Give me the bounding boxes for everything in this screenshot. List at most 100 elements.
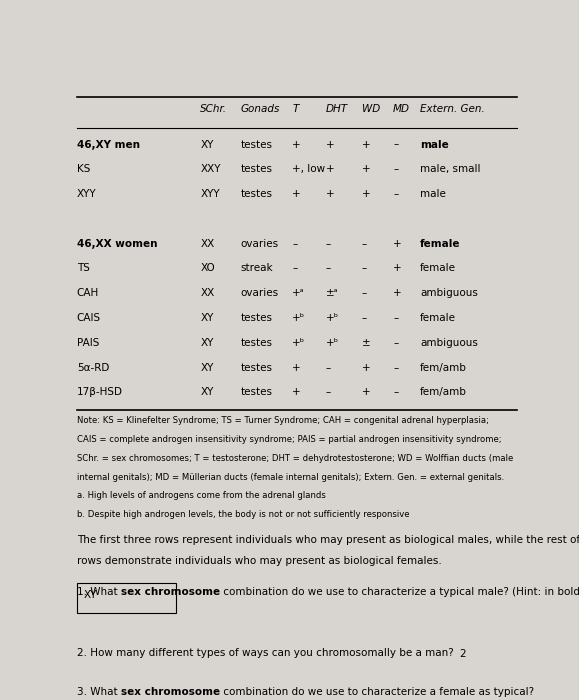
Text: –: –: [362, 239, 367, 248]
Text: 5α-RD: 5α-RD: [77, 363, 109, 372]
Text: testes: testes: [241, 164, 273, 174]
Text: ±: ±: [362, 338, 371, 348]
Text: –: –: [326, 388, 331, 398]
Text: +: +: [393, 288, 402, 298]
Text: +: +: [326, 139, 335, 150]
Text: testes: testes: [241, 338, 273, 348]
Text: +ᵇ: +ᵇ: [326, 338, 339, 348]
Text: +: +: [326, 189, 335, 199]
Text: CAIS: CAIS: [77, 313, 101, 323]
Text: –: –: [393, 139, 398, 150]
Text: The first three rows represent individuals who may present as biological males, : The first three rows represent individua…: [77, 535, 579, 545]
Text: +: +: [362, 388, 371, 398]
Text: a. High levels of androgens come from the adrenal glands: a. High levels of androgens come from th…: [77, 491, 326, 500]
FancyBboxPatch shape: [456, 643, 579, 669]
Text: XX: XX: [200, 288, 214, 298]
Text: –: –: [326, 263, 331, 274]
Text: KS: KS: [77, 164, 90, 174]
Text: ovaries: ovaries: [241, 288, 278, 298]
Text: SChr.: SChr.: [200, 104, 228, 115]
Text: female: female: [420, 313, 456, 323]
Text: 46,XX women: 46,XX women: [77, 239, 157, 248]
Text: 1. What: 1. What: [77, 587, 121, 597]
Text: –: –: [326, 239, 331, 248]
Text: +ᵇ: +ᵇ: [292, 313, 305, 323]
Text: ambiguous: ambiguous: [420, 288, 478, 298]
Text: combination do we use to characterize a typical male? (Hint: in bold): combination do we use to characterize a …: [220, 587, 579, 597]
Text: Note: KS = Klinefelter Syndrome; TS = Turner Syndrome; CAH = congenital adrenal : Note: KS = Klinefelter Syndrome; TS = Tu…: [77, 416, 489, 425]
Text: 46,XY men: 46,XY men: [77, 139, 140, 150]
Text: +: +: [292, 388, 301, 398]
Text: sex chromosome: sex chromosome: [121, 587, 220, 597]
FancyBboxPatch shape: [77, 682, 175, 700]
Text: ambiguous: ambiguous: [420, 338, 478, 348]
Text: DHT: DHT: [326, 104, 348, 115]
Text: ovaries: ovaries: [241, 239, 278, 248]
Text: +: +: [362, 363, 371, 372]
Text: –: –: [362, 263, 367, 274]
Text: 2: 2: [459, 649, 466, 659]
Text: fem/amb: fem/amb: [420, 388, 467, 398]
Text: XYY: XYY: [200, 189, 220, 199]
Text: testes: testes: [241, 139, 273, 150]
Text: –: –: [362, 313, 367, 323]
Text: female: female: [420, 263, 456, 274]
Text: –: –: [393, 388, 398, 398]
Text: +: +: [292, 363, 301, 372]
Text: XY: XY: [200, 363, 214, 372]
Text: XY: XY: [200, 388, 214, 398]
Text: Gonads: Gonads: [241, 104, 280, 115]
Text: +ᵃ: +ᵃ: [292, 288, 305, 298]
Text: CAIS = complete androgen insensitivity syndrome; PAIS = partial androgen insensi: CAIS = complete androgen insensitivity s…: [77, 435, 501, 444]
Text: sex chromosome: sex chromosome: [121, 687, 220, 696]
Text: streak: streak: [241, 263, 273, 274]
Text: +: +: [326, 164, 335, 174]
Text: rows demonstrate individuals who may present as biological females.: rows demonstrate individuals who may pre…: [77, 556, 442, 566]
Text: 17β-HSD: 17β-HSD: [77, 388, 123, 398]
Text: combination do we use to characterize a female as typical?: combination do we use to characterize a …: [220, 687, 534, 696]
Text: PAIS: PAIS: [77, 338, 99, 348]
Text: female: female: [420, 239, 461, 248]
Text: fem/amb: fem/amb: [420, 363, 467, 372]
Text: –: –: [393, 189, 398, 199]
Text: –: –: [393, 363, 398, 372]
Text: XY: XY: [83, 589, 97, 600]
Text: +, low: +, low: [292, 164, 325, 174]
Text: male, small: male, small: [420, 164, 481, 174]
Text: –: –: [292, 239, 298, 248]
Text: MD: MD: [393, 104, 410, 115]
Text: male: male: [420, 139, 449, 150]
Text: SChr. = sex chromosomes; T = testosterone; DHT = dehydrotestosterone; WD = Wolff: SChr. = sex chromosomes; T = testosteron…: [77, 454, 513, 463]
Text: TS: TS: [77, 263, 90, 274]
Text: testes: testes: [241, 313, 273, 323]
Text: testes: testes: [241, 388, 273, 398]
Text: CAH: CAH: [77, 288, 99, 298]
Text: +: +: [362, 164, 371, 174]
Text: –: –: [393, 313, 398, 323]
Text: WD: WD: [362, 104, 380, 115]
Text: –: –: [292, 263, 298, 274]
Text: XY: XY: [200, 139, 214, 150]
Text: male: male: [420, 189, 446, 199]
Text: –: –: [393, 338, 398, 348]
Text: XO: XO: [200, 263, 215, 274]
Text: +: +: [292, 189, 301, 199]
Text: +: +: [292, 139, 301, 150]
Text: 3. What: 3. What: [77, 687, 121, 696]
Text: testes: testes: [241, 189, 273, 199]
Text: XX: XX: [200, 239, 214, 248]
Text: T: T: [292, 104, 299, 115]
Text: +: +: [393, 263, 402, 274]
Text: +: +: [362, 189, 371, 199]
Text: b. Despite high androgen levels, the body is not or not sufficiently responsive: b. Despite high androgen levels, the bod…: [77, 510, 409, 519]
Text: Extern. Gen.: Extern. Gen.: [420, 104, 485, 115]
FancyBboxPatch shape: [77, 583, 175, 612]
Text: XY: XY: [200, 313, 214, 323]
Text: internal genitals); MD = Müllerian ducts (female internal genitals); Extern. Gen: internal genitals); MD = Müllerian ducts…: [77, 473, 504, 482]
Text: +: +: [393, 239, 402, 248]
Text: testes: testes: [241, 363, 273, 372]
Text: +: +: [362, 139, 371, 150]
Text: XYY: XYY: [77, 189, 97, 199]
Text: –: –: [393, 164, 398, 174]
Text: +ᵇ: +ᵇ: [292, 338, 305, 348]
